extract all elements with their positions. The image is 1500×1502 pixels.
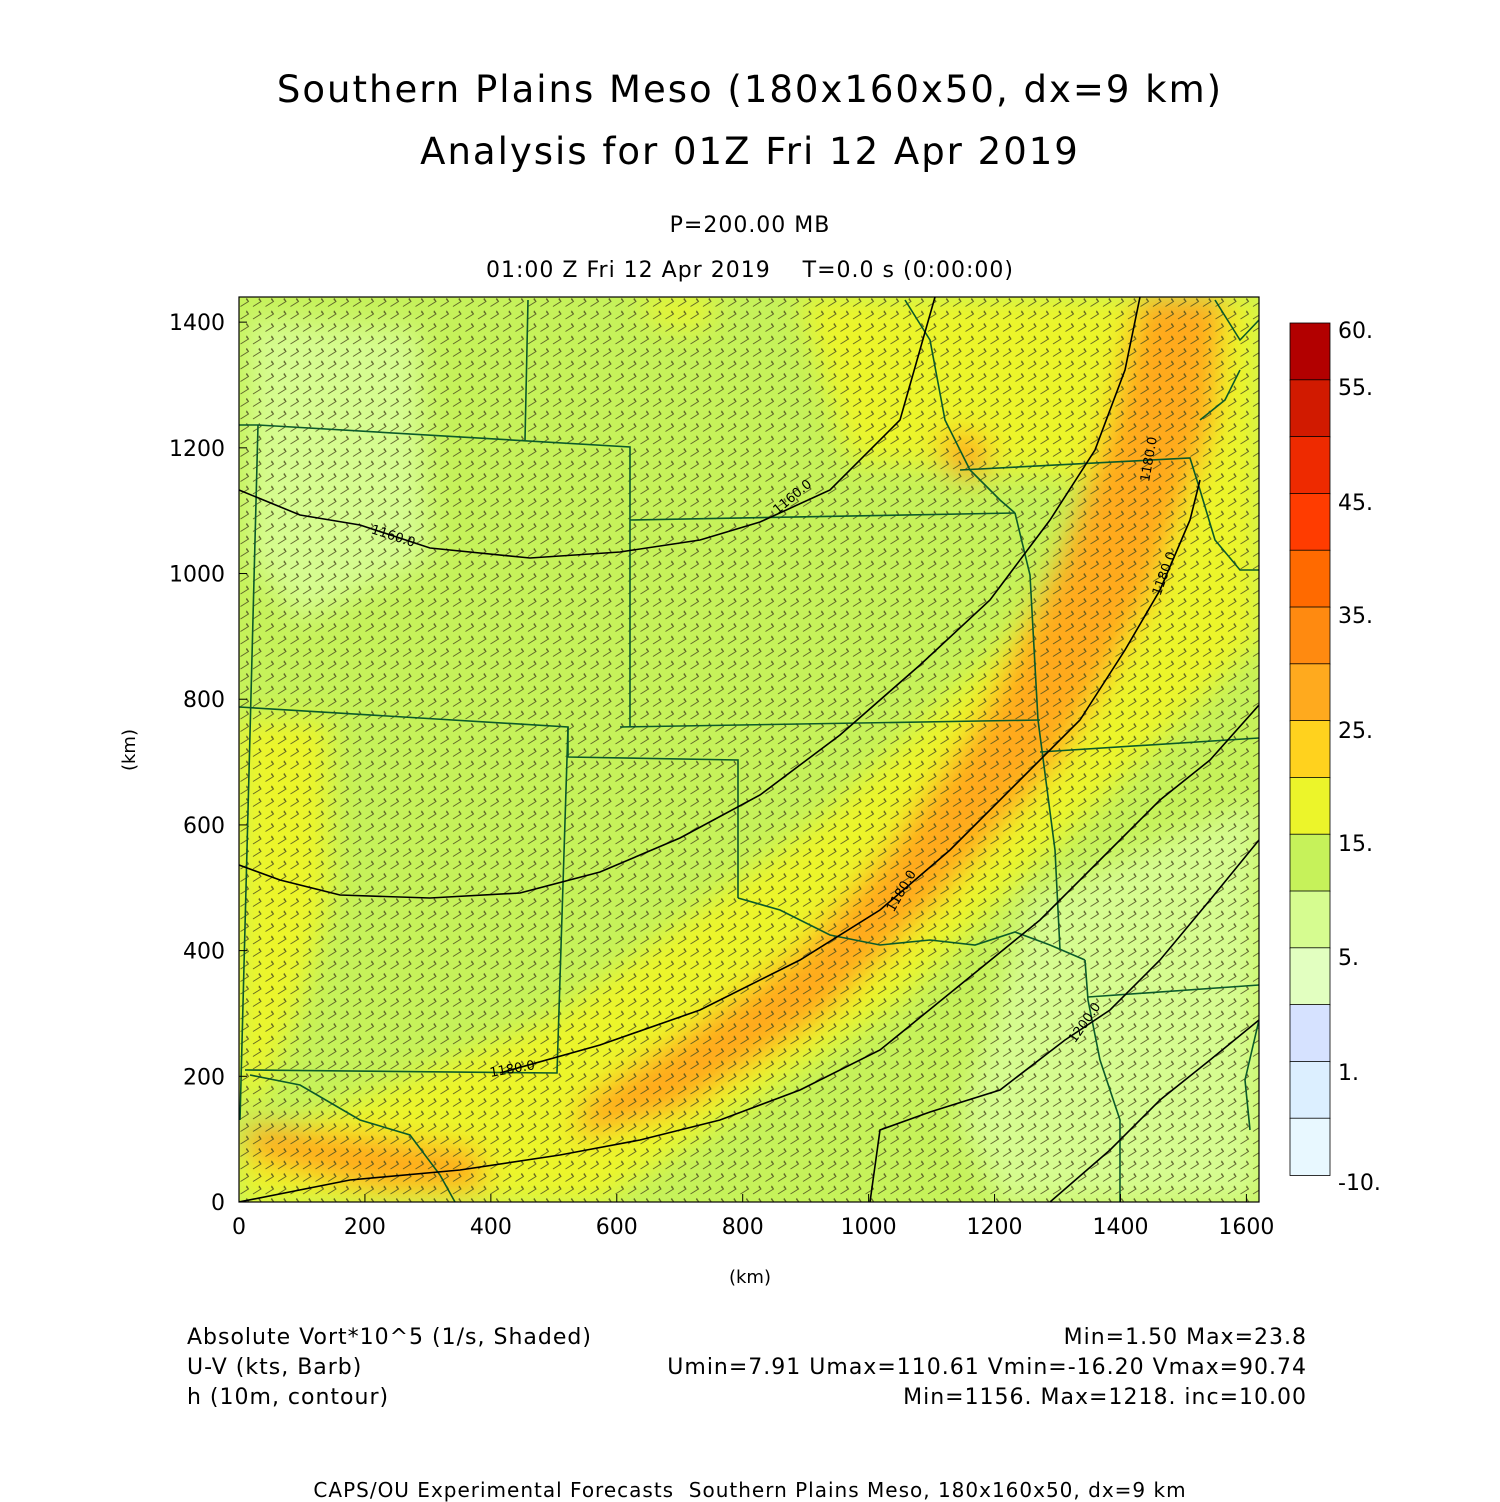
x-axis-label: (km) <box>729 1267 771 1288</box>
plot-frame <box>238 296 1260 1203</box>
y-tick-label: 800 <box>183 688 225 713</box>
x-tick-label: 0 <box>232 1215 246 1240</box>
colorbar-swatch <box>1289 1117 1331 1176</box>
y-axis-label: (km) <box>119 729 140 771</box>
y-tick-label: 1000 <box>169 563 225 588</box>
y-tick-label: 1200 <box>169 437 225 462</box>
map-title: Southern Plains Meso (180x160x50, dx=9 k… <box>276 68 1224 111</box>
colorbar-swatch <box>1289 663 1331 722</box>
x-tick-label: 1600 <box>1218 1215 1274 1240</box>
legend-vorticity-range: Min=1.50 Max=23.8 <box>1063 1325 1307 1350</box>
y-tick-label: 0 <box>211 1191 225 1216</box>
legend-vorticity: Absolute Vort*10^5 (1/s, Shaded) <box>187 1325 592 1350</box>
colorbar-swatch <box>1289 890 1331 949</box>
legend-height-range: Min=1156. Max=1218. inc=10.00 <box>903 1385 1307 1410</box>
valid-time: 01:00 Z Fri 12 Apr 2019 T=0.0 s (0:00:00… <box>486 258 1014 283</box>
colorbar-swatch <box>1289 777 1331 836</box>
colorbar-swatch <box>1289 1061 1331 1120</box>
colorbar-label: 35. <box>1338 604 1373 629</box>
x-tick-label: 600 <box>596 1215 638 1240</box>
colorbar-swatch <box>1289 492 1331 552</box>
colorbar <box>1289 322 1331 1176</box>
y-tick-label: 200 <box>183 1065 225 1090</box>
y-tick-label: 1400 <box>169 311 225 336</box>
colorbar-swatch <box>1289 720 1331 779</box>
x-tick-label: 200 <box>344 1215 386 1240</box>
colorbar-label: 45. <box>1338 491 1373 516</box>
colorbar-swatch <box>1289 322 1331 381</box>
x-tick-label: 1400 <box>1092 1215 1148 1240</box>
colorbar-swatch <box>1289 436 1331 495</box>
colorbar-label: 1. <box>1338 1061 1359 1086</box>
x-tick-label: 400 <box>470 1215 512 1240</box>
legend-height: h (10m, contour) <box>187 1385 390 1410</box>
colorbar-label: 25. <box>1338 719 1373 744</box>
colorbar-swatch <box>1289 379 1331 438</box>
x-tick-label: 1200 <box>967 1215 1023 1240</box>
y-tick-label: 600 <box>183 814 225 839</box>
colorbar-swatch <box>1289 606 1331 665</box>
vorticity-shading <box>239 297 1259 1202</box>
colorbar-label: 5. <box>1338 946 1359 971</box>
footer-credit: CAPS/OU Experimental Forecasts Southern … <box>313 1478 1187 1502</box>
x-tick-label: 1000 <box>841 1215 897 1240</box>
legend-wind-range: Umin=7.91 Umax=110.61 Vmin=-16.20 Vmax=9… <box>667 1355 1307 1380</box>
legend-wind: U-V (kts, Barb) <box>187 1355 363 1380</box>
height-contours <box>239 297 1259 1202</box>
colorbar-swatch <box>1289 947 1331 1006</box>
colorbar-swatch <box>1289 833 1331 892</box>
state-borders <box>239 299 1259 1202</box>
colorbar-label: -10. <box>1338 1171 1381 1196</box>
colorbar-label: 60. <box>1338 319 1373 344</box>
x-tick-label: 800 <box>722 1215 764 1240</box>
map-subtitle: Analysis for 01Z Fri 12 Apr 2019 <box>420 130 1080 173</box>
colorbar-label: 55. <box>1338 376 1373 401</box>
colorbar-swatch <box>1289 549 1331 608</box>
y-tick-label: 400 <box>183 940 225 965</box>
colorbar-swatch <box>1289 1004 1331 1063</box>
pressure-level: P=200.00 MB <box>669 213 831 238</box>
colorbar-label: 15. <box>1338 832 1373 857</box>
